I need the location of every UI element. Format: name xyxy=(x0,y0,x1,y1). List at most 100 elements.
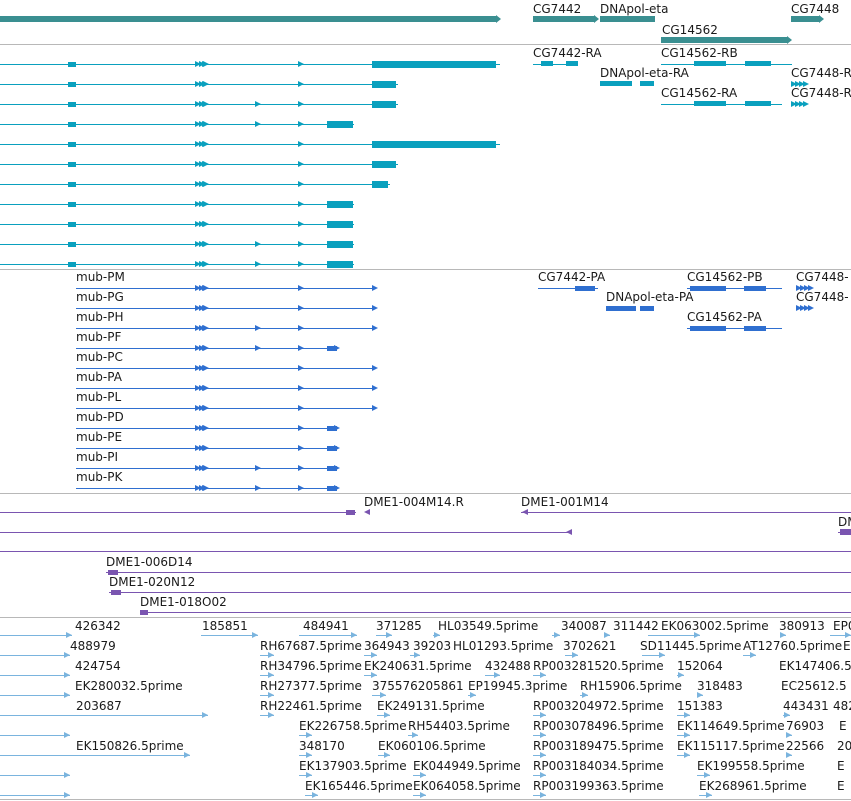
transcript-feature[interactable] xyxy=(202,261,208,267)
transcript-feature[interactable] xyxy=(541,61,553,66)
mrna-feature[interactable] xyxy=(744,326,766,331)
transcript-feature[interactable] xyxy=(195,61,201,67)
mrna-feature[interactable] xyxy=(327,446,337,451)
mrna-feature[interactable] xyxy=(298,445,304,451)
transcript-feature[interactable] xyxy=(327,121,353,128)
transcript-feature[interactable] xyxy=(600,81,632,86)
mrna-feature[interactable] xyxy=(202,365,208,371)
mrna-feature[interactable] xyxy=(298,425,304,431)
est-feature[interactable] xyxy=(66,632,72,638)
est-feature[interactable] xyxy=(540,732,546,738)
transcript-feature[interactable] xyxy=(68,162,76,167)
transcript-feature[interactable] xyxy=(298,201,304,207)
mrna-feature[interactable] xyxy=(255,485,261,491)
mrna-feature[interactable] xyxy=(195,405,201,411)
mrna-feature[interactable] xyxy=(202,385,208,391)
mrna-feature[interactable] xyxy=(298,325,304,331)
transcript-feature[interactable] xyxy=(791,101,797,107)
clone-feature[interactable] xyxy=(108,570,118,575)
mrna-feature[interactable] xyxy=(800,305,806,311)
transcript-feature[interactable] xyxy=(195,121,201,127)
transcript-feature[interactable] xyxy=(327,241,353,248)
mrna-feature[interactable] xyxy=(255,325,261,331)
est-feature[interactable] xyxy=(386,632,392,638)
mrna-feature[interactable] xyxy=(804,285,810,291)
mrna-feature[interactable] xyxy=(796,305,802,311)
est-feature[interactable] xyxy=(268,672,274,678)
est-feature[interactable] xyxy=(697,692,703,698)
est-feature[interactable] xyxy=(470,692,476,698)
transcript-feature[interactable] xyxy=(795,81,801,87)
transcript-feature[interactable] xyxy=(202,141,208,147)
transcript-feature[interactable] xyxy=(195,221,201,227)
est-feature[interactable] xyxy=(540,672,546,678)
mrna-feature[interactable] xyxy=(202,445,208,451)
est-feature[interactable] xyxy=(306,752,312,758)
transcript-feature[interactable] xyxy=(195,81,201,87)
transcript-feature[interactable] xyxy=(68,222,76,227)
gene-feature[interactable] xyxy=(819,15,824,23)
mrna-feature[interactable] xyxy=(202,465,208,471)
transcript-feature[interactable] xyxy=(327,261,353,268)
est-feature[interactable] xyxy=(540,752,546,758)
est-feature[interactable] xyxy=(384,712,390,718)
mrna-feature[interactable] xyxy=(202,405,208,411)
est-feature[interactable] xyxy=(572,652,578,658)
gene-feature[interactable] xyxy=(533,16,594,22)
transcript-feature[interactable] xyxy=(298,141,304,147)
est-feature[interactable] xyxy=(64,672,70,678)
gene-feature[interactable] xyxy=(600,16,655,22)
est-feature[interactable] xyxy=(786,732,792,738)
est-feature[interactable] xyxy=(420,772,426,778)
mrna-feature[interactable] xyxy=(690,286,726,291)
mrna-feature[interactable] xyxy=(298,485,304,491)
transcript-feature[interactable] xyxy=(694,101,726,106)
mrna-feature[interactable] xyxy=(575,286,595,291)
est-feature[interactable] xyxy=(582,692,588,698)
mrna-feature[interactable] xyxy=(372,385,378,391)
mrna-feature[interactable] xyxy=(195,425,201,431)
clone-feature[interactable] xyxy=(111,590,121,595)
est-feature[interactable] xyxy=(64,772,70,778)
transcript-feature[interactable] xyxy=(298,261,304,267)
mrna-feature[interactable] xyxy=(804,305,810,311)
mrna-feature[interactable] xyxy=(606,306,636,311)
mrna-feature[interactable] xyxy=(808,285,814,291)
transcript-feature[interactable] xyxy=(195,141,201,147)
mrna-feature[interactable] xyxy=(298,305,304,311)
transcript-feature[interactable] xyxy=(803,101,809,107)
mrna-feature[interactable] xyxy=(298,365,304,371)
mrna-feature[interactable] xyxy=(195,465,201,471)
est-feature[interactable] xyxy=(540,792,546,798)
est-feature[interactable] xyxy=(252,632,258,638)
transcript-feature[interactable] xyxy=(795,101,801,107)
transcript-feature[interactable] xyxy=(202,81,208,87)
est-feature[interactable] xyxy=(780,632,786,638)
transcript-feature[interactable] xyxy=(745,61,771,66)
clone-feature[interactable] xyxy=(566,529,572,535)
est-feature[interactable] xyxy=(351,632,357,638)
transcript-feature[interactable] xyxy=(68,82,76,87)
mrna-feature[interactable] xyxy=(195,305,201,311)
est-feature[interactable] xyxy=(306,732,312,738)
transcript-feature[interactable] xyxy=(255,121,261,127)
mrna-feature[interactable] xyxy=(195,285,201,291)
mrna-feature[interactable] xyxy=(372,325,378,331)
clone-feature[interactable] xyxy=(840,529,851,535)
transcript-feature[interactable] xyxy=(68,182,76,187)
est-feature[interactable] xyxy=(64,792,70,798)
transcript-feature[interactable] xyxy=(68,122,76,127)
est-feature[interactable] xyxy=(414,652,420,658)
transcript-feature[interactable] xyxy=(202,161,208,167)
transcript-feature[interactable] xyxy=(202,201,208,207)
mrna-feature[interactable] xyxy=(202,345,208,351)
gene-feature[interactable] xyxy=(661,37,787,43)
transcript-feature[interactable] xyxy=(327,221,353,228)
mrna-feature[interactable] xyxy=(195,325,201,331)
mrna-feature[interactable] xyxy=(808,305,814,311)
transcript-feature[interactable] xyxy=(799,101,805,107)
transcript-feature[interactable] xyxy=(195,241,201,247)
est-feature[interactable] xyxy=(684,732,690,738)
est-feature[interactable] xyxy=(750,652,756,658)
